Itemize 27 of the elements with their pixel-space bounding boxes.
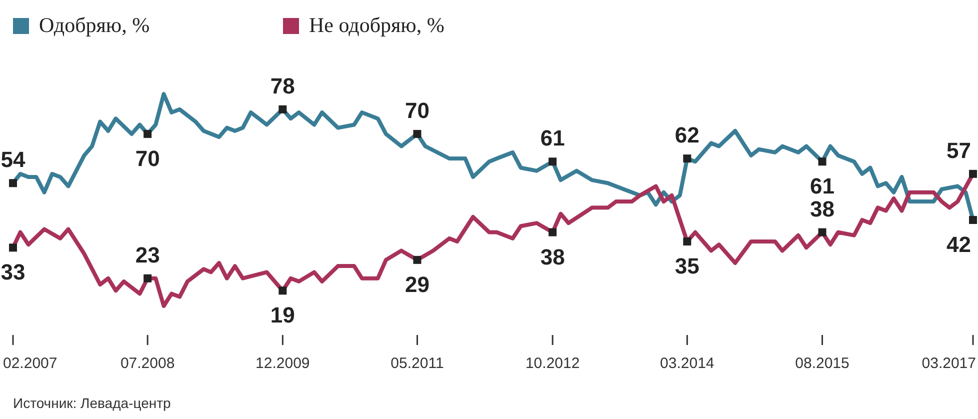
data-label: 35 [674, 253, 700, 278]
data-label: 29 [404, 272, 430, 297]
data-label: 38 [810, 196, 834, 222]
x-tick-label: 07.2008 [120, 355, 175, 372]
data-label: 62 [674, 122, 700, 148]
data-label: 61 [540, 126, 565, 151]
legend-label: Одобряю, % [39, 13, 150, 37]
data-label: 38 [540, 244, 565, 270]
data-label: 78 [270, 73, 295, 98]
legend-label: Не одобряю, % [309, 13, 444, 37]
data-label: 42 [946, 232, 971, 257]
x-tick-label: 10.2012 [525, 355, 580, 372]
data-label: 70 [404, 98, 430, 123]
x-tick-label: 03.2017 [922, 355, 976, 372]
text: Источник: Левада-центр [13, 395, 171, 411]
data-label: 70 [135, 146, 160, 171]
x-tick-label: 03.2014 [660, 355, 714, 372]
x-tick-label: 08.2015 [795, 355, 850, 372]
data-label: 33 [0, 260, 26, 285]
data-label: 54 [0, 147, 26, 172]
x-tick-label: 12.2009 [256, 355, 310, 372]
x-tick-label: 05.2011 [390, 355, 444, 372]
data-label: 23 [135, 242, 160, 268]
data-label: 61 [810, 174, 834, 199]
x-tick-label: 02.2007 [3, 355, 58, 372]
data-label: 19 [270, 302, 295, 328]
data-label: 57 [946, 138, 971, 163]
